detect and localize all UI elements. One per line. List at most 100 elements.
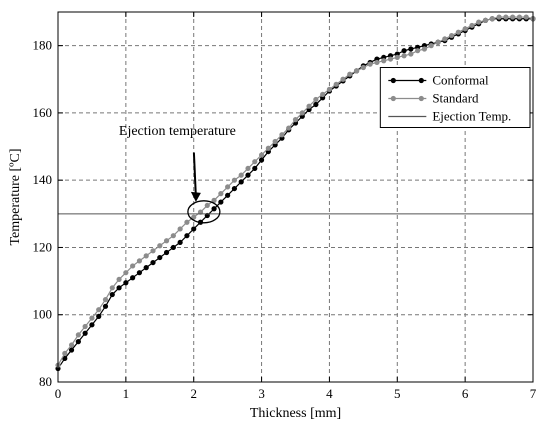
legend-swatch-dot — [390, 77, 396, 84]
data-point — [326, 86, 333, 92]
data-point — [96, 307, 102, 313]
plot-frame — [57, 11, 534, 383]
data-point — [150, 248, 156, 254]
data-point — [68, 342, 75, 348]
data-point — [191, 214, 197, 220]
data-point — [455, 29, 461, 35]
data-point — [272, 138, 278, 145]
data-point — [408, 51, 414, 57]
data-point — [89, 322, 95, 328]
y-axis-label: Temperature [ºC] — [8, 148, 23, 245]
data-point — [448, 32, 455, 39]
data-point — [347, 71, 353, 77]
data-point — [225, 184, 231, 190]
data-point — [191, 226, 197, 232]
data-point — [150, 259, 156, 266]
data-point — [102, 296, 109, 303]
data-point — [130, 263, 136, 269]
data-point — [381, 58, 387, 64]
y-tick-label: 140 — [33, 172, 53, 187]
data-point — [258, 157, 265, 163]
data-point — [238, 179, 244, 185]
legend-label: Standard — [432, 91, 479, 106]
data-point — [82, 323, 88, 330]
data-point — [177, 239, 183, 246]
data-point — [476, 19, 482, 25]
data-point — [435, 39, 441, 45]
data-point — [204, 202, 210, 209]
data-point — [374, 59, 380, 66]
legend-swatch-dot — [390, 95, 396, 102]
data-point — [252, 165, 258, 172]
data-point — [279, 132, 285, 138]
data-point — [252, 159, 258, 165]
data-point — [177, 226, 183, 232]
data-point — [401, 53, 407, 59]
data-point — [184, 233, 190, 239]
annotation-text: Ejection temperature — [119, 124, 236, 139]
data-point — [109, 291, 115, 298]
data-point — [163, 249, 170, 256]
y-tick-label: 120 — [33, 239, 53, 254]
data-point — [516, 14, 523, 20]
data-point — [292, 117, 299, 123]
data-point — [231, 177, 238, 183]
data-point — [496, 14, 502, 20]
data-point — [340, 76, 346, 82]
data-point — [62, 350, 68, 357]
data-point — [89, 315, 95, 321]
data-point — [523, 14, 529, 20]
legend-label: Conformal — [432, 73, 489, 88]
legend-swatch-dot — [418, 95, 424, 102]
data-point — [313, 101, 319, 108]
data-point — [184, 219, 190, 225]
data-point — [258, 152, 265, 158]
y-tick-label: 80 — [39, 374, 52, 389]
x-tick-label: 6 — [462, 386, 469, 401]
data-point — [170, 244, 176, 251]
data-point — [116, 276, 122, 283]
data-point — [143, 253, 149, 259]
data-point — [75, 339, 81, 345]
data-point — [367, 61, 373, 67]
data-point — [211, 206, 217, 212]
legend-label: Ejection Temp. — [432, 109, 511, 124]
data-point — [489, 16, 495, 22]
data-point — [109, 285, 115, 291]
data-point — [421, 46, 428, 52]
x-tick-label: 5 — [394, 386, 401, 401]
data-point — [394, 54, 400, 61]
data-point — [462, 26, 468, 32]
y-tick-label: 160 — [33, 105, 53, 120]
data-point — [286, 125, 292, 131]
data-point — [62, 355, 68, 362]
data-point — [225, 192, 231, 198]
x-tick-label: 2 — [190, 386, 197, 401]
data-point — [82, 330, 88, 336]
data-point — [469, 22, 475, 29]
x-tick-label: 0 — [55, 386, 62, 401]
data-point — [163, 238, 170, 244]
data-point — [123, 280, 129, 286]
data-point — [415, 48, 421, 54]
data-point — [387, 56, 394, 62]
data-point — [211, 197, 217, 203]
x-tick-label: 1 — [123, 386, 130, 401]
data-point — [157, 254, 163, 261]
data-point — [510, 14, 516, 20]
data-point — [68, 347, 75, 353]
x-tick-label: 3 — [258, 386, 265, 401]
data-point — [245, 165, 251, 172]
y-tick-label: 180 — [33, 38, 53, 53]
x-tick-label: 4 — [326, 386, 333, 401]
data-point — [401, 48, 407, 54]
annotation-arrow — [192, 152, 197, 197]
data-point — [320, 91, 326, 98]
data-point — [442, 36, 448, 42]
data-point — [265, 145, 271, 151]
data-point — [333, 81, 339, 87]
data-point — [238, 172, 244, 178]
data-point — [75, 332, 81, 338]
x-axis-label: Thickness [mm] — [250, 406, 341, 421]
data-point — [218, 191, 224, 197]
